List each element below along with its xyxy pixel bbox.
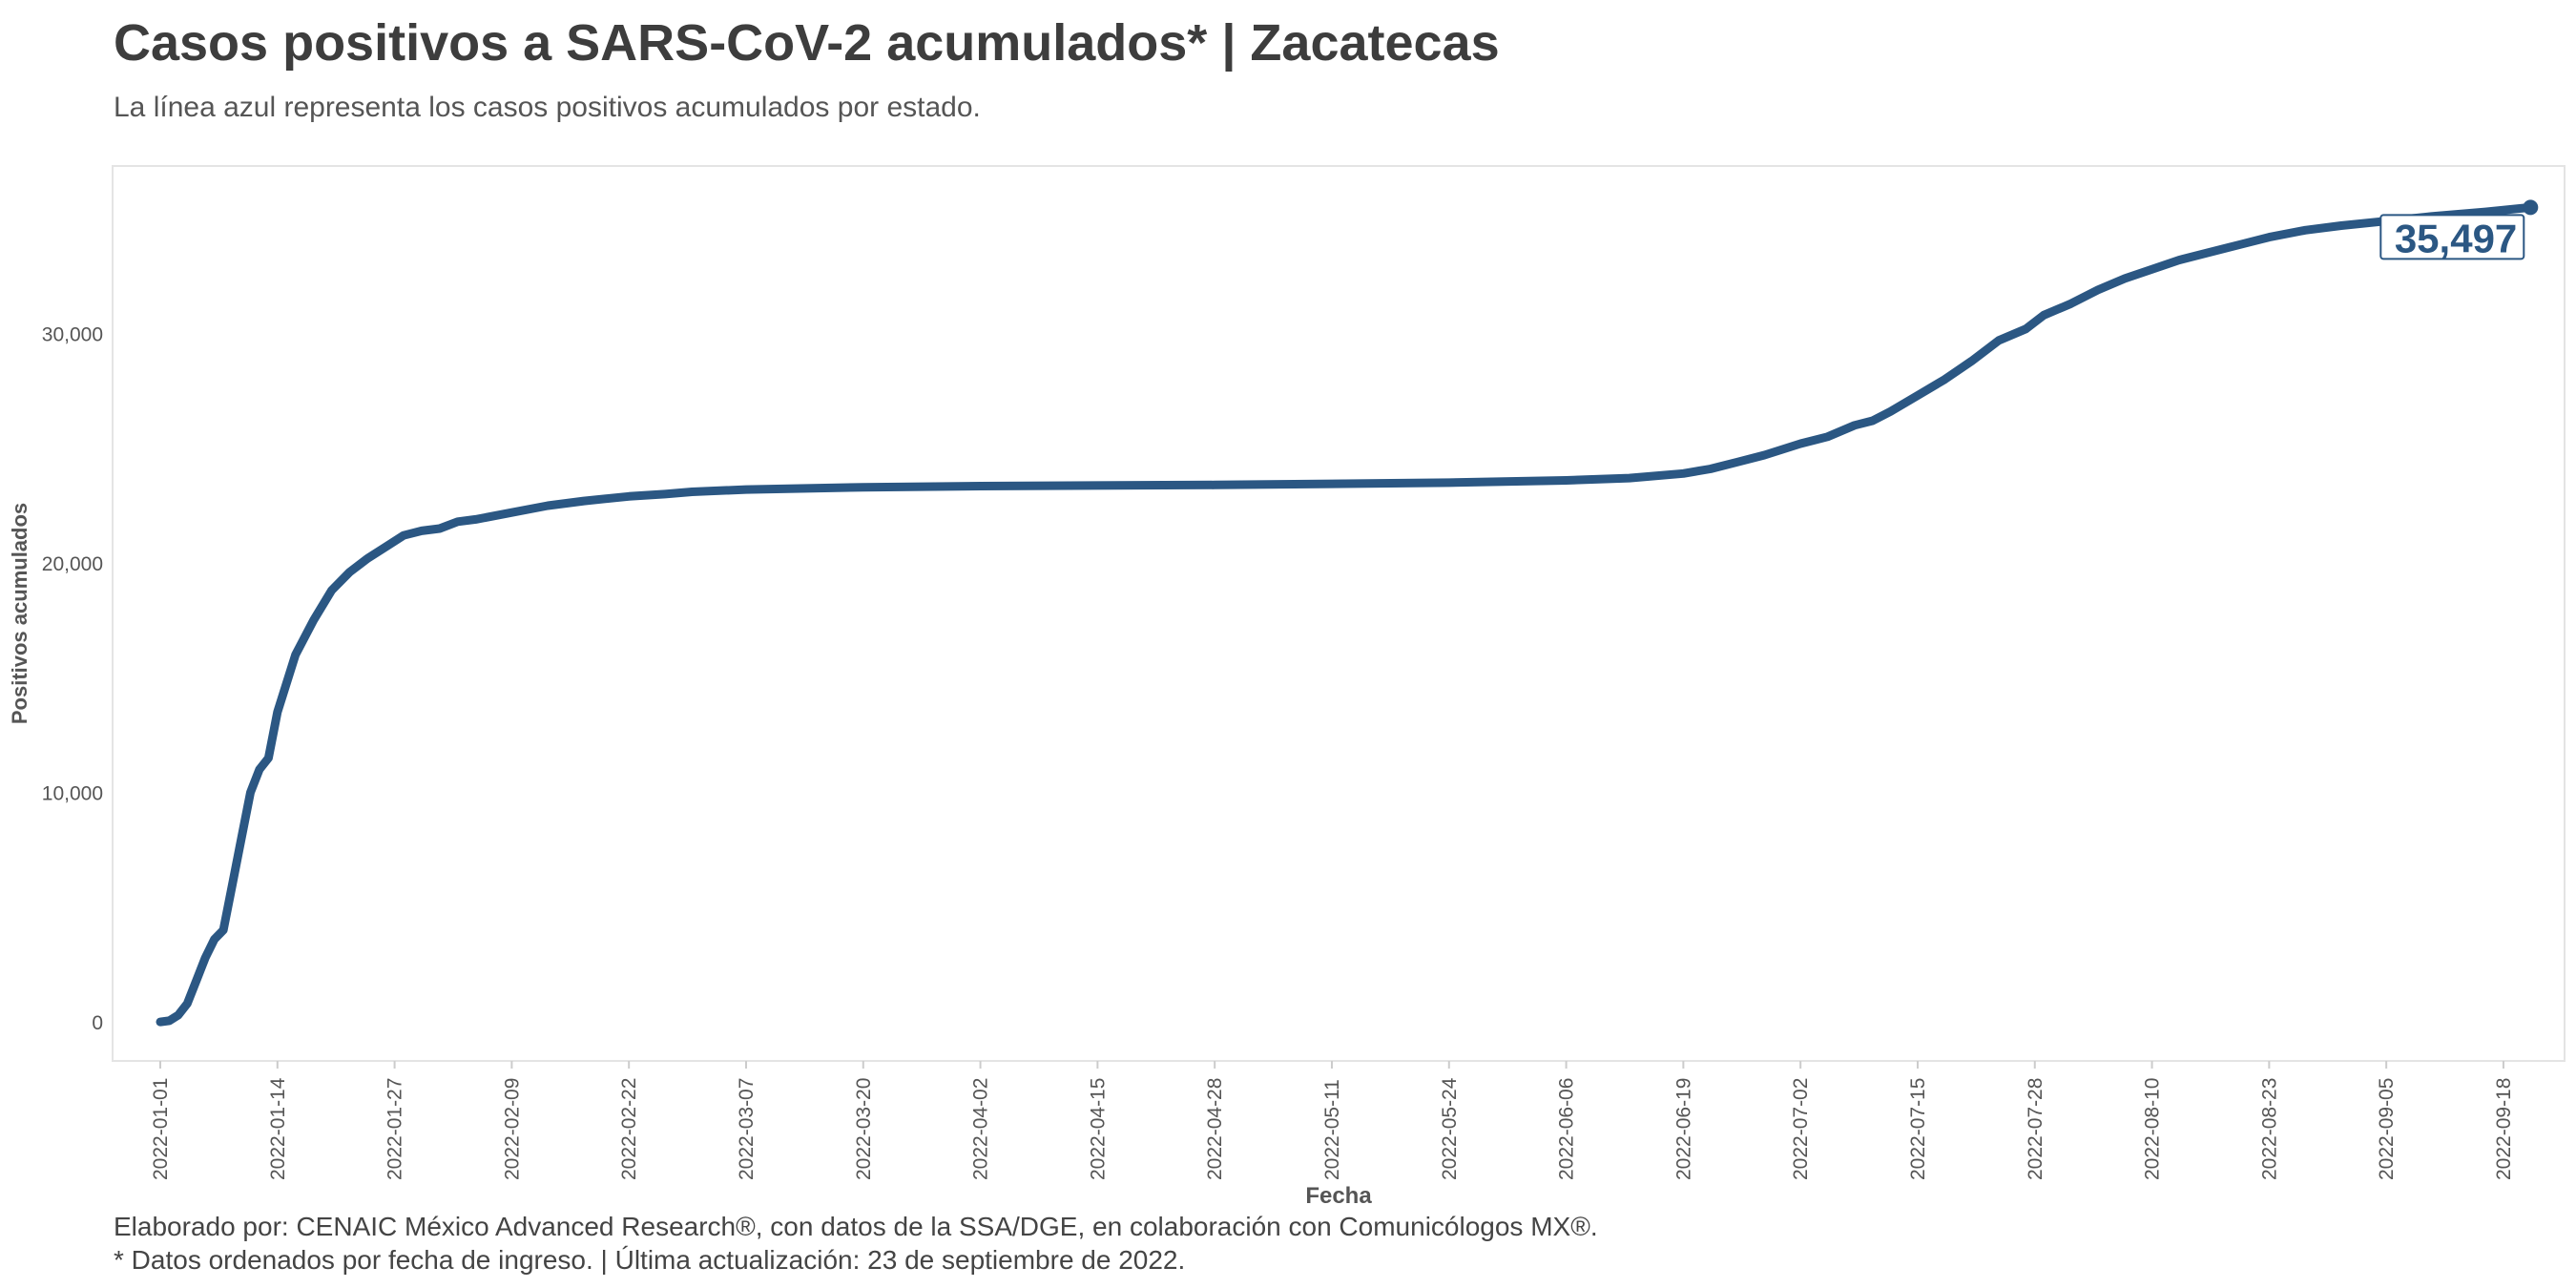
- x-tick-label: 2022-06-06: [1556, 1078, 1578, 1180]
- x-axis-label: Fecha: [1305, 1183, 1372, 1209]
- x-tick-label: 2022-08-10: [2142, 1078, 2164, 1180]
- x-tick-label: 2022-09-18: [2493, 1078, 2515, 1180]
- y-tick-label: 30,000: [42, 324, 103, 346]
- end-point-marker: [2523, 199, 2539, 216]
- x-tick-label: 2022-05-24: [1439, 1077, 1461, 1180]
- footer-credit: Elaborado por: CENAIC México Advanced Re…: [114, 1212, 1598, 1241]
- y-axis-ticks: 0 10,000 20,000 30,000: [42, 324, 103, 1035]
- plot-frame: [112, 165, 2566, 1062]
- x-tick-label: 2022-04-02: [970, 1078, 992, 1180]
- x-tick-label: 2022-04-15: [1087, 1078, 1109, 1180]
- x-tick-label: 2022-01-27: [384, 1078, 406, 1180]
- x-tick-label: 2022-07-28: [2025, 1078, 2046, 1180]
- footer-note: * Datos ordenados por fecha de ingreso. …: [114, 1245, 1186, 1275]
- x-tick-label: 2022-04-28: [1204, 1078, 1226, 1180]
- y-tick-label: 20,000: [42, 553, 103, 575]
- chart-title: Casos positivos a SARS-CoV-2 acumulados*…: [114, 14, 1500, 72]
- x-tick-label: 2022-09-05: [2376, 1078, 2398, 1180]
- end-label-box: [2379, 214, 2525, 260]
- x-tick-label: 2022-02-09: [501, 1078, 523, 1180]
- x-tick-label: 2022-06-19: [1672, 1078, 1694, 1180]
- x-tick-label: 2022-01-14: [267, 1077, 289, 1180]
- x-tick-label: 2022-07-02: [1790, 1078, 1812, 1180]
- chart-subtitle: La línea azul representa los casos posit…: [114, 92, 981, 123]
- x-tick-label: 2022-02-22: [618, 1078, 640, 1180]
- x-axis-ticks: 2022-01-01 2022-01-14 2022-01-27 2022-02-09…: [150, 1061, 2515, 1180]
- x-tick-label: 2022-08-23: [2258, 1078, 2280, 1180]
- y-axis-label: Positivos acumulados: [8, 503, 31, 724]
- x-tick-label: 2022-03-20: [853, 1078, 875, 1180]
- end-value-label: 35,497: [2395, 216, 2517, 260]
- x-tick-label: 2022-01-01: [150, 1078, 172, 1180]
- x-tick-label: 2022-05-11: [1321, 1079, 1343, 1180]
- y-tick-label: 10,000: [42, 783, 103, 805]
- y-tick-label: 0: [92, 1012, 103, 1034]
- x-tick-label: 2022-03-07: [736, 1078, 758, 1180]
- series-line: [156, 202, 2535, 1027]
- x-tick-label: 2022-07-15: [1907, 1078, 1929, 1180]
